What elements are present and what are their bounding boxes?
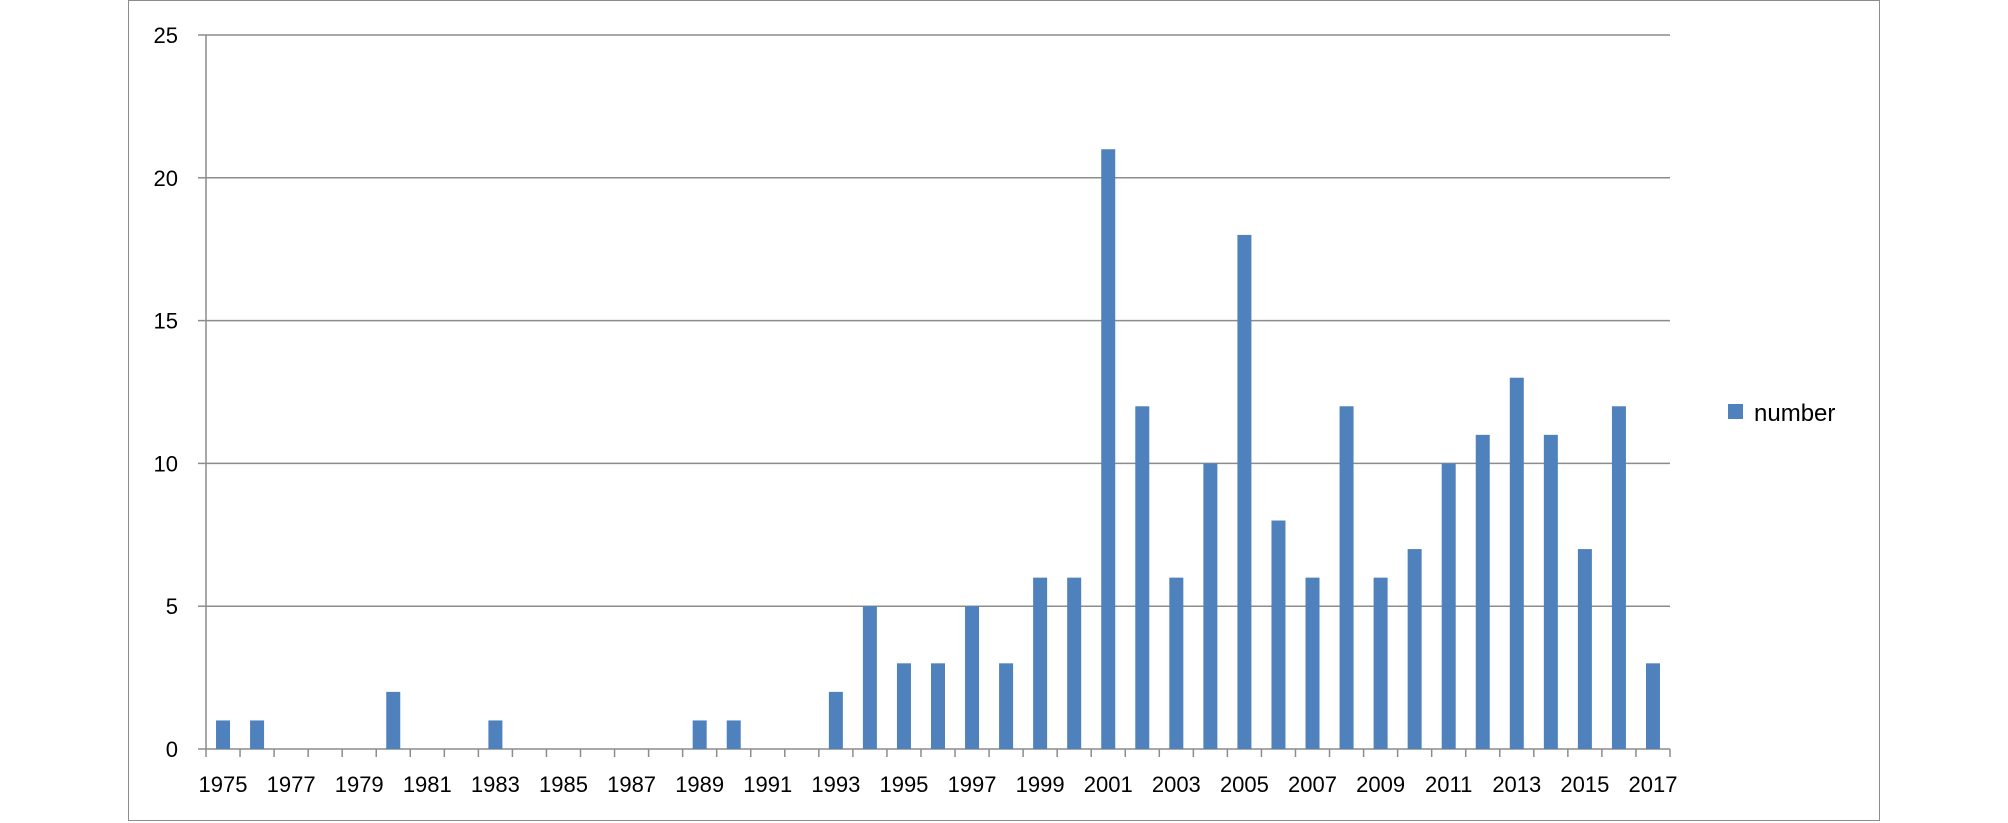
bars xyxy=(216,149,1660,750)
x-tick-label: 1997 xyxy=(948,772,997,797)
bar-1980 xyxy=(386,691,401,749)
x-tick-label: 1983 xyxy=(471,772,520,797)
bar-2005 xyxy=(1237,234,1252,750)
y-tick-label: 10 xyxy=(154,451,178,476)
x-tick-label: 2015 xyxy=(1560,772,1609,797)
x-tick-label: 1999 xyxy=(1016,772,1065,797)
legend: number xyxy=(1728,400,1835,427)
bar-1990 xyxy=(726,720,741,749)
bar-2002 xyxy=(1135,406,1150,749)
bar-2011 xyxy=(1441,463,1456,749)
bar-2016 xyxy=(1611,406,1626,749)
bar-2017 xyxy=(1645,663,1660,749)
x-tick-label: 2011 xyxy=(1425,772,1472,797)
x-tick-label: 1989 xyxy=(675,772,724,797)
bar-2012 xyxy=(1475,434,1490,749)
x-tick-label: 2001 xyxy=(1084,772,1133,797)
bar-1999 xyxy=(1033,577,1048,749)
legend-label-number: number xyxy=(1754,400,1835,427)
bar-1983 xyxy=(488,720,503,749)
bar-2014 xyxy=(1543,434,1558,749)
x-tick-label: 2017 xyxy=(1629,772,1678,797)
y-axis-tick-labels: 0 5 10 15 20 25 xyxy=(154,23,178,762)
x-tick-label: 1987 xyxy=(607,772,656,797)
bar-2009 xyxy=(1373,577,1388,749)
bar-2003 xyxy=(1169,577,1184,749)
gridlines xyxy=(206,34,1670,607)
bar-1993 xyxy=(828,691,843,749)
bar-2008 xyxy=(1339,406,1354,749)
x-tick-label: 2005 xyxy=(1220,772,1269,797)
bar-1997 xyxy=(965,606,980,749)
y-tick-label: 5 xyxy=(166,594,178,619)
bar-1998 xyxy=(999,663,1014,749)
bar-1994 xyxy=(862,606,877,749)
bar-1996 xyxy=(931,663,945,749)
x-tick-label: 1985 xyxy=(539,772,588,797)
x-tick-label: 1977 xyxy=(267,772,316,797)
x-tick-label: 2003 xyxy=(1152,772,1201,797)
bar-2000 xyxy=(1067,577,1082,749)
x-tick-label: 1979 xyxy=(335,772,384,797)
bar-1975 xyxy=(216,720,231,749)
bar-1989 xyxy=(692,720,707,749)
x-axis-tick-labels: 1975 1977 1979 1981 1983 1985 1987 1989 1991 1993… xyxy=(199,772,1678,797)
bar-2006 xyxy=(1271,520,1286,749)
y-tick-label: 20 xyxy=(154,166,178,191)
y-tick-label: 15 xyxy=(154,309,178,334)
bar-2010 xyxy=(1407,549,1422,749)
bar-2007 xyxy=(1305,577,1320,749)
bar-1995 xyxy=(896,663,911,749)
x-tick-label: 1993 xyxy=(811,772,860,797)
bar-2004 xyxy=(1203,463,1218,749)
y-tick-label: 0 xyxy=(166,737,178,762)
x-tick-label: 2013 xyxy=(1492,772,1541,797)
x-tick-label: 2007 xyxy=(1288,772,1337,797)
legend-swatch-number xyxy=(1728,404,1743,419)
bar-1976 xyxy=(250,720,265,749)
y-tick-label: 25 xyxy=(154,23,178,48)
bar-2001 xyxy=(1101,149,1116,750)
x-tick-label: 1975 xyxy=(199,772,248,797)
x-tick-label: 1991 xyxy=(743,772,792,797)
x-tick-label: 2009 xyxy=(1356,772,1405,797)
x-tick-label: 1995 xyxy=(879,772,928,797)
bar-2015 xyxy=(1577,549,1592,749)
bar-2013 xyxy=(1509,377,1524,749)
x-tick-label: 1981 xyxy=(403,772,452,797)
